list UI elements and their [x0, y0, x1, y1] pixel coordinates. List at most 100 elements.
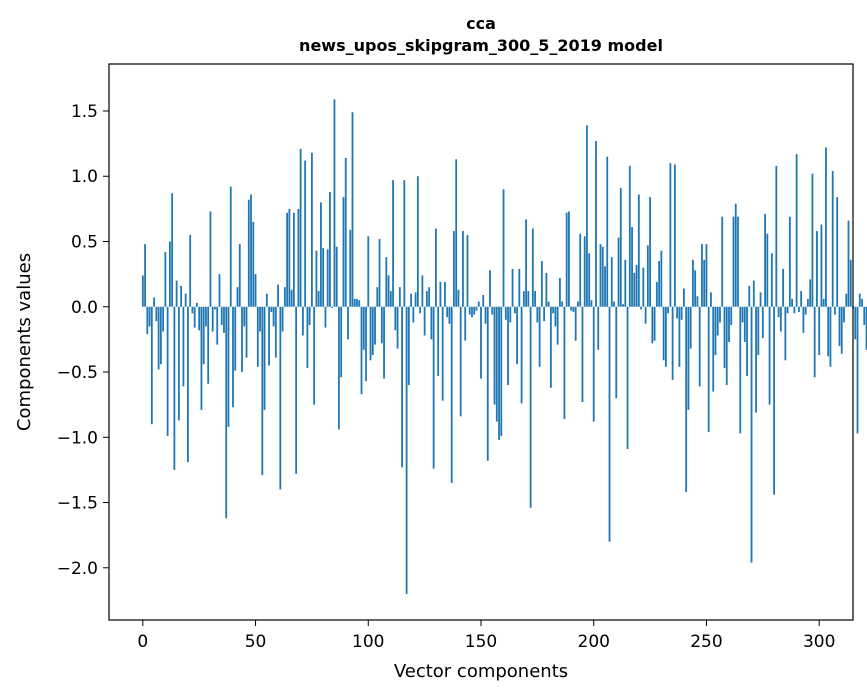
bar: [342, 197, 345, 307]
bar: [425, 291, 428, 307]
bar: [653, 306, 656, 341]
y-tick-label: 1.5: [71, 102, 98, 122]
bar: [184, 293, 187, 307]
bar: [473, 306, 476, 315]
bar: [811, 173, 814, 307]
bar: [816, 231, 818, 307]
bar: [707, 306, 710, 433]
bar: [807, 298, 809, 307]
bar: [518, 268, 521, 307]
bar: [252, 221, 255, 307]
y-axis-ticks: −2.0 −1.5 −1.0 −0.5 0.0 0.5 1.0 1.5: [57, 102, 109, 579]
bar: [721, 216, 724, 307]
bar: [577, 301, 579, 307]
bar: [766, 233, 769, 307]
bar: [475, 306, 478, 311]
bar: [563, 306, 566, 419]
bar: [836, 197, 839, 307]
bar: [572, 306, 575, 312]
bar: [347, 306, 349, 340]
x-tick-label: 50: [245, 632, 267, 652]
bar-series: [141, 99, 867, 594]
y-axis-label: Components values: [14, 253, 35, 431]
bar: [829, 306, 832, 367]
bar: [365, 306, 367, 382]
bar: [658, 261, 661, 307]
bar: [421, 275, 424, 307]
x-tick-label: 200: [578, 632, 610, 652]
bar: [380, 306, 383, 344]
bar: [712, 306, 715, 392]
bar: [838, 306, 841, 346]
bar: [719, 306, 721, 323]
bar: [464, 306, 467, 341]
bar: [265, 293, 268, 307]
bar: [777, 306, 780, 318]
bar: [340, 306, 343, 378]
bar: [236, 287, 239, 307]
bar: [678, 306, 681, 367]
bar: [353, 298, 356, 307]
bar: [644, 306, 647, 324]
bar: [570, 306, 573, 311]
x-tick-label: 100: [352, 632, 384, 652]
bar: [229, 186, 232, 307]
bar: [250, 194, 252, 307]
bar: [624, 259, 627, 307]
bar: [743, 306, 746, 342]
bar: [723, 306, 726, 369]
bar: [416, 176, 419, 307]
bar: [710, 292, 712, 307]
bar: [545, 272, 548, 307]
bar: [615, 306, 618, 399]
bar: [191, 306, 194, 314]
bar: [214, 306, 216, 310]
x-axis-label: Vector components: [394, 661, 568, 682]
bar: [680, 306, 683, 320]
bar: [141, 275, 144, 307]
bar: [320, 202, 322, 307]
bar: [344, 157, 347, 307]
bar: [389, 291, 392, 307]
bar: [437, 306, 440, 376]
bar: [730, 306, 733, 326]
bar: [207, 306, 210, 384]
bar: [166, 306, 169, 436]
y-tick-label: 0.0: [71, 298, 98, 318]
bar: [861, 298, 863, 307]
bar: [671, 306, 674, 380]
bar: [522, 291, 525, 307]
bar: [274, 306, 277, 358]
bar: [565, 212, 568, 307]
bar: [435, 228, 437, 307]
y-tick-label: −2.0: [57, 559, 98, 579]
bar: [392, 180, 394, 307]
bar: [270, 306, 273, 312]
bar: [748, 285, 751, 307]
bar: [509, 306, 512, 323]
bar: [218, 274, 221, 307]
bar: [326, 249, 329, 307]
bar: [613, 301, 615, 307]
bar: [797, 306, 800, 312]
bar: [531, 228, 534, 307]
bar: [784, 306, 787, 361]
bar: [173, 306, 176, 470]
bar: [225, 306, 228, 519]
bar: [617, 237, 620, 307]
bar: [198, 306, 201, 331]
bar: [329, 191, 331, 307]
bar: [407, 306, 410, 386]
bar: [786, 306, 789, 314]
bar: [281, 306, 284, 332]
bar: [529, 306, 532, 508]
bar: [525, 219, 527, 307]
bar: [290, 289, 293, 307]
bar: [750, 306, 753, 563]
bar: [295, 306, 298, 474]
chart-subtitle: news_upos_skipgram_300_5_2019 model: [299, 36, 663, 55]
bar: [755, 306, 757, 413]
bar: [513, 306, 516, 314]
bar: [692, 259, 694, 307]
